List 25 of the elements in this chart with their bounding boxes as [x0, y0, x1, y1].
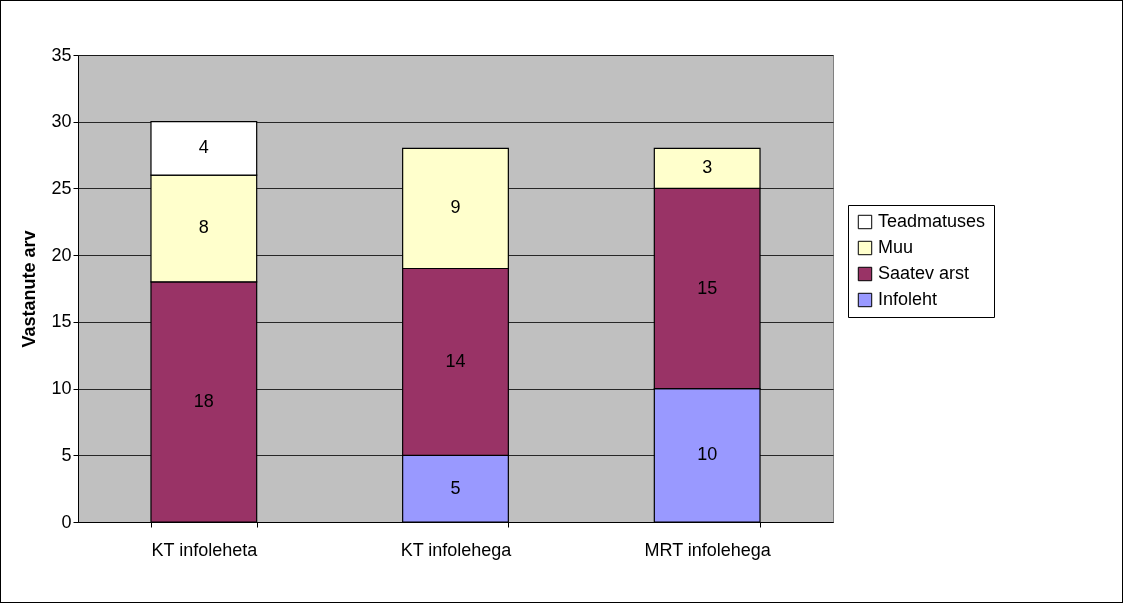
data-label: 8 [198, 217, 209, 238]
y-tick-label: 0 [61, 511, 72, 532]
x-tick-label: KT infoleheta [151, 539, 259, 560]
y-tick-label: 15 [51, 311, 72, 332]
y-tick-label: 25 [51, 177, 72, 198]
x-tick-label: KT infolehega [400, 539, 513, 560]
legend-label: Infoleht [878, 289, 938, 309]
legend-label: Teadmatuses [878, 211, 986, 231]
y-tick-label: 5 [61, 444, 72, 465]
data-label: 10 [697, 444, 718, 465]
data-label: 15 [697, 277, 718, 298]
y-tick-label: 30 [51, 111, 72, 132]
y-tick-label: 20 [51, 244, 72, 265]
data-label: 4 [198, 137, 209, 158]
data-label: 5 [450, 477, 461, 498]
data-label: 9 [450, 197, 461, 218]
data-label: 18 [193, 390, 214, 411]
legend-label: Saatev arst [878, 263, 970, 283]
data-label: 3 [702, 157, 713, 178]
data-label: 14 [445, 350, 466, 371]
y-tick-label: 35 [51, 44, 72, 65]
y-axis-title: Vastanute arv [19, 230, 40, 348]
legend-label: Muu [878, 237, 914, 257]
y-tick-label: 10 [51, 378, 72, 399]
x-tick-label: MRT infolehega [644, 539, 772, 560]
